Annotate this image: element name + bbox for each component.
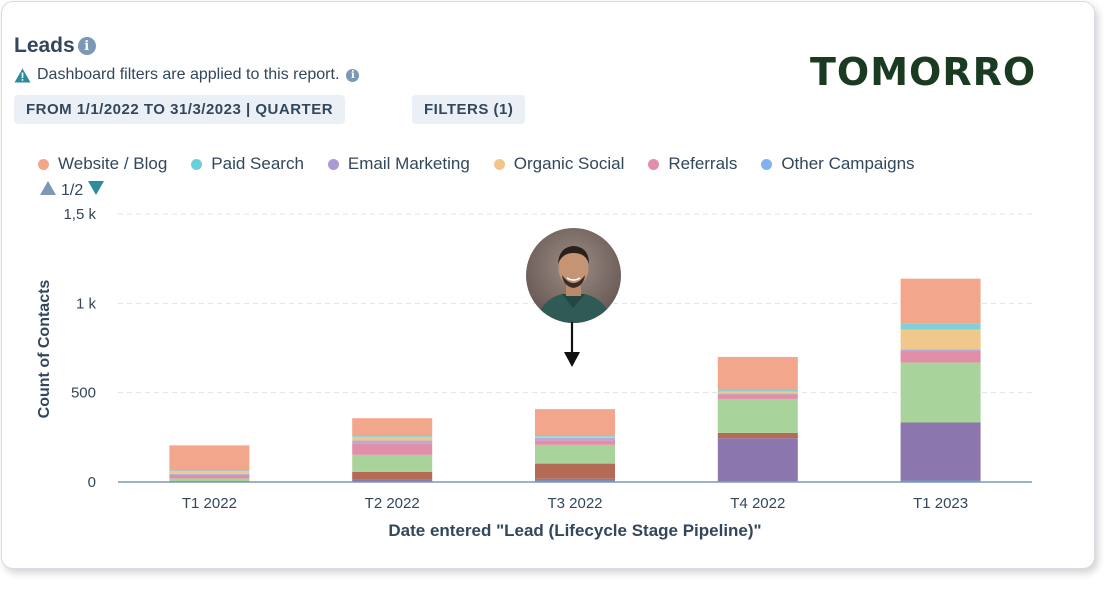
- info-icon[interactable]: i: [77, 37, 96, 55]
- legend-dot: [648, 158, 660, 170]
- bar-segment[interactable]: [717, 356, 798, 390]
- bar-segment[interactable]: [169, 471, 250, 474]
- bar-segment[interactable]: [352, 436, 433, 441]
- x-tick-label: T1 2022: [182, 495, 237, 512]
- legend-dot: [327, 158, 339, 170]
- legend-item[interactable]: Paid Search: [191, 154, 304, 174]
- legend-page-label: 1/2: [61, 181, 84, 199]
- bar-segment[interactable]: [717, 389, 798, 392]
- triangle-down-icon[interactable]: [88, 181, 105, 200]
- warning-icon: [14, 68, 31, 82]
- brand-logo: TOMORRO: [810, 50, 1037, 94]
- legend-item[interactable]: Other Campaigns: [761, 154, 915, 174]
- bar-segment[interactable]: [535, 444, 615, 464]
- bar-segment[interactable]: [900, 349, 981, 352]
- bar-segment[interactable]: [169, 478, 250, 482]
- bar-segment[interactable]: [900, 422, 981, 481]
- bar-segment[interactable]: [717, 432, 798, 439]
- bar-segment[interactable]: [169, 474, 250, 479]
- legend-label: Paid Search: [211, 154, 304, 173]
- legend-item[interactable]: Referrals: [648, 154, 737, 174]
- bar-segment[interactable]: [352, 418, 433, 437]
- bar-segment[interactable]: [352, 454, 433, 472]
- filter-notice: Dashboard filters are applied to this re…: [14, 66, 360, 84]
- legend-dot: [191, 158, 203, 170]
- report-title: Leads: [14, 34, 75, 57]
- bar-segment[interactable]: [717, 398, 798, 433]
- bar-segment[interactable]: [169, 445, 250, 471]
- bar-segment[interactable]: [535, 437, 615, 441]
- bar-segment[interactable]: [535, 463, 615, 479]
- person-avatar: [526, 228, 621, 323]
- legend-dot: [761, 158, 773, 170]
- triangle-up-icon[interactable]: [40, 181, 56, 200]
- date-range-filter-chip[interactable]: FROM 1/1/2022 TO 31/3/2023 | QUARTER: [14, 95, 346, 124]
- bar-segment[interactable]: [900, 329, 981, 350]
- bar-segment[interactable]: [535, 440, 615, 445]
- legend-pager: 1/2: [40, 181, 105, 200]
- legend-label: Other Campaigns: [781, 154, 915, 173]
- x-tick-label: T1 2023: [913, 495, 968, 512]
- chart-legend: Website / Blog Paid Search Email Marketing…: [38, 154, 915, 174]
- y-tick-label: 500: [71, 385, 96, 402]
- y-axis-label: Count of Contacts: [36, 280, 53, 419]
- bar-segment[interactable]: [900, 362, 981, 423]
- bar-segment[interactable]: [352, 443, 433, 455]
- legend-label: Referrals: [668, 154, 738, 173]
- bar-segment[interactable]: [717, 438, 798, 482]
- bar-segment[interactable]: [900, 323, 981, 330]
- info-icon[interactable]: i: [346, 68, 360, 82]
- chart-bars: [169, 278, 981, 482]
- bar-segment[interactable]: [352, 471, 433, 480]
- bar-segment[interactable]: [717, 393, 798, 395]
- y-tick-label: 1 k: [76, 295, 97, 312]
- bar-segment[interactable]: [352, 479, 433, 482]
- x-tick-label: T2 2022: [365, 495, 420, 512]
- bar-segment[interactable]: [352, 436, 433, 437]
- bar-segment[interactable]: [717, 394, 798, 399]
- bar-segment[interactable]: [717, 391, 798, 394]
- bar-segment[interactable]: [900, 351, 981, 363]
- y-tick-label: 1,5 k: [63, 206, 96, 223]
- legend-item[interactable]: Email Marketing: [327, 154, 470, 174]
- x-tick-label: T4 2022: [730, 495, 785, 512]
- legend-dot: [38, 158, 49, 170]
- bar-segment[interactable]: [900, 278, 981, 324]
- bar-segment[interactable]: [535, 435, 615, 437]
- bar-segment[interactable]: [169, 473, 250, 475]
- bar-segment[interactable]: [535, 478, 615, 481]
- legend-label: Email Marketing: [347, 154, 470, 173]
- x-axis-label: Date entered "Lead (Lifecycle Stage Pipe…: [388, 521, 761, 540]
- report-title-row: Leads i: [14, 34, 96, 58]
- x-tick-label: T3 2022: [547, 495, 602, 512]
- legend-label: Website / Blog: [58, 154, 168, 173]
- legend-item[interactable]: Website / Blog: [38, 154, 167, 174]
- y-tick-label: 0: [88, 474, 96, 491]
- filter-notice-text: Dashboard filters are applied to this re…: [37, 66, 340, 83]
- bar-segment[interactable]: [535, 409, 615, 436]
- bar-segment[interactable]: [169, 470, 250, 472]
- legend-dot: [493, 158, 505, 170]
- bar-segment[interactable]: [535, 436, 615, 438]
- arrow-down-icon: [564, 322, 580, 367]
- x-axis-ticks: T1 2022 T2 2022 T3 2022 T4 2022 T1 2023: [182, 495, 968, 512]
- filters-button[interactable]: FILTERS (1): [412, 95, 526, 124]
- legend-label: Organic Social: [513, 154, 625, 173]
- legend-item[interactable]: Organic Social: [493, 154, 625, 174]
- y-axis-ticks: 0 500 1 k 1,5 k: [63, 206, 96, 491]
- bar-segment[interactable]: [352, 440, 433, 444]
